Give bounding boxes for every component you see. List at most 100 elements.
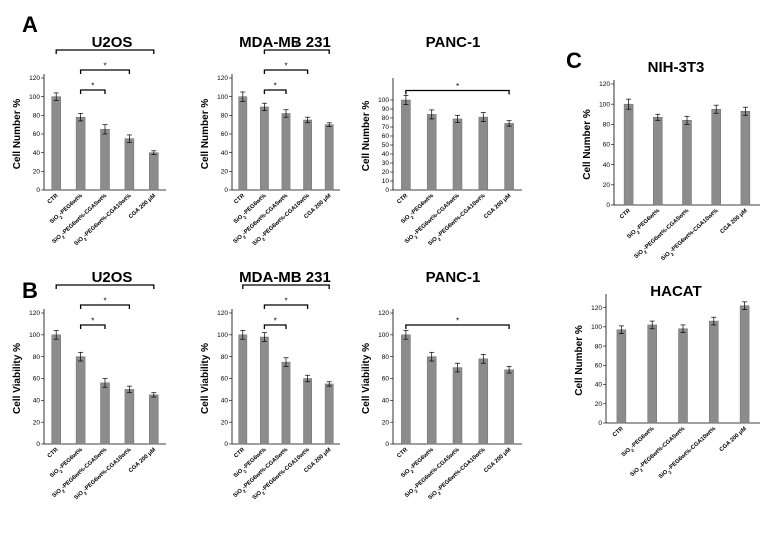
y-tick-label: 120 (217, 75, 228, 82)
y-axis-label: Cell Number % (574, 325, 585, 396)
significance-bracket (79, 69, 131, 74)
x-tick-label: SiO2-PEG6wt%-CGA5wt% (633, 208, 691, 261)
bar (124, 138, 135, 191)
bar-chart: MDA-MB 231 Cell Number % 0 20 40 60 80 100 120 CT… (200, 34, 340, 247)
significance-bracket (79, 304, 131, 309)
bar (478, 358, 489, 445)
y-tick-label: 100 (599, 101, 610, 108)
y-axis-label: Cell Viability % (12, 343, 23, 414)
y-tick-label: 40 (221, 398, 229, 405)
bar (75, 356, 86, 445)
significance-star: * (91, 317, 94, 326)
bar (616, 329, 627, 424)
bar (711, 108, 721, 206)
y-tick-label: 20 (33, 169, 41, 176)
bar (149, 152, 159, 191)
bar (149, 394, 159, 445)
significance-star: * (103, 277, 106, 286)
y-axis-label: Cell Number % (12, 99, 23, 170)
significance-bracket (242, 284, 330, 289)
y-tick-label: 0 (36, 187, 40, 194)
y-tick-label: 60 (221, 131, 229, 138)
y-tick-label: 20 (221, 419, 229, 426)
y-tick-label: 100 (29, 332, 40, 339)
y-tick-label: 60 (33, 376, 41, 383)
y-tick-label: 0 (36, 441, 40, 448)
y-tick-label: 120 (599, 81, 610, 88)
y-tick-label: 60 (33, 131, 41, 138)
y-tick-label: 90 (382, 106, 390, 113)
panel-letter-c: C (566, 48, 582, 73)
y-tick-label: 20 (603, 182, 611, 189)
bar (303, 378, 312, 445)
y-axis-label: Cell Viability % (200, 343, 211, 414)
x-tick-label: CTR (47, 446, 60, 459)
y-tick-label: 40 (33, 150, 41, 157)
bar (623, 103, 634, 206)
bar (238, 96, 248, 191)
x-tick-label: CGA 200 μM (483, 193, 512, 220)
y-tick-label: 0 (224, 187, 228, 194)
bar (51, 334, 61, 445)
x-tick-label: SiO2-PEG6wt%-CGA10wt% (660, 208, 720, 263)
significance-bracket (405, 324, 510, 329)
chart-title: PANC-1 (426, 34, 481, 51)
bar (678, 328, 688, 424)
x-tick-label: CGA 200 μM (128, 193, 157, 220)
bar (281, 113, 291, 191)
significance-star: * (103, 62, 106, 71)
x-tick-label: CGA 200 μM (720, 208, 749, 235)
x-tick-label: CTR (612, 425, 625, 438)
bar (260, 106, 269, 191)
y-tick-label: 80 (33, 113, 41, 120)
y-tick-label: 120 (378, 310, 389, 317)
significance-bracket (79, 89, 106, 94)
significance-bracket (55, 284, 155, 289)
bar (653, 117, 663, 206)
y-axis-label: Cell Number % (361, 101, 372, 172)
bar (303, 119, 312, 191)
y-tick-label: 60 (221, 376, 229, 383)
x-tick-label: SiO2-PEG6wt%-CGA10wt% (427, 447, 487, 502)
panel-letter-b: B (22, 278, 38, 303)
y-tick-label: 40 (603, 162, 611, 169)
chart-title: NIH-3T3 (648, 59, 705, 76)
y-tick-label: 0 (606, 202, 610, 209)
x-tick-label: CGA 200 μM (719, 426, 748, 453)
y-tick-label: 0 (385, 441, 389, 448)
panel-letter-a: A (22, 12, 38, 37)
x-tick-label: SiO2-PEG6wt%-CGA10wt% (427, 193, 487, 248)
x-tick-label: CTR (396, 446, 409, 459)
y-tick-label: 20 (33, 419, 41, 426)
y-axis-label: Cell Number % (200, 99, 211, 170)
x-tick-label: SiO2-PEG6wt%-CGA5wt% (629, 426, 687, 479)
significance-bracket (263, 49, 330, 54)
significance-star: * (103, 42, 106, 51)
y-tick-label: 40 (221, 150, 229, 157)
bar-chart: PANC-1 Cell Number % 0 10 20 30 40 50 60 70 80 90 10… (361, 34, 522, 248)
y-tick-label: 0 (224, 441, 228, 448)
significance-star: * (284, 277, 287, 286)
y-tick-label: 120 (217, 310, 228, 317)
significance-bracket (405, 89, 510, 95)
y-tick-label: 120 (591, 305, 602, 312)
bar (426, 356, 437, 445)
bar (647, 324, 657, 424)
y-tick-label: 50 (382, 142, 390, 149)
y-tick-label: 80 (603, 122, 611, 129)
chart-title: PANC-1 (426, 269, 481, 286)
x-tick-label: CTR (619, 207, 632, 220)
y-tick-label: 70 (382, 124, 390, 131)
significance-bracket (263, 304, 309, 309)
y-tick-label: 30 (382, 160, 390, 167)
x-tick-label: CGA 200 μM (483, 447, 512, 474)
y-tick-label: 120 (29, 310, 40, 317)
bar (324, 124, 334, 191)
bar (504, 123, 514, 191)
significance-star: * (274, 317, 277, 326)
